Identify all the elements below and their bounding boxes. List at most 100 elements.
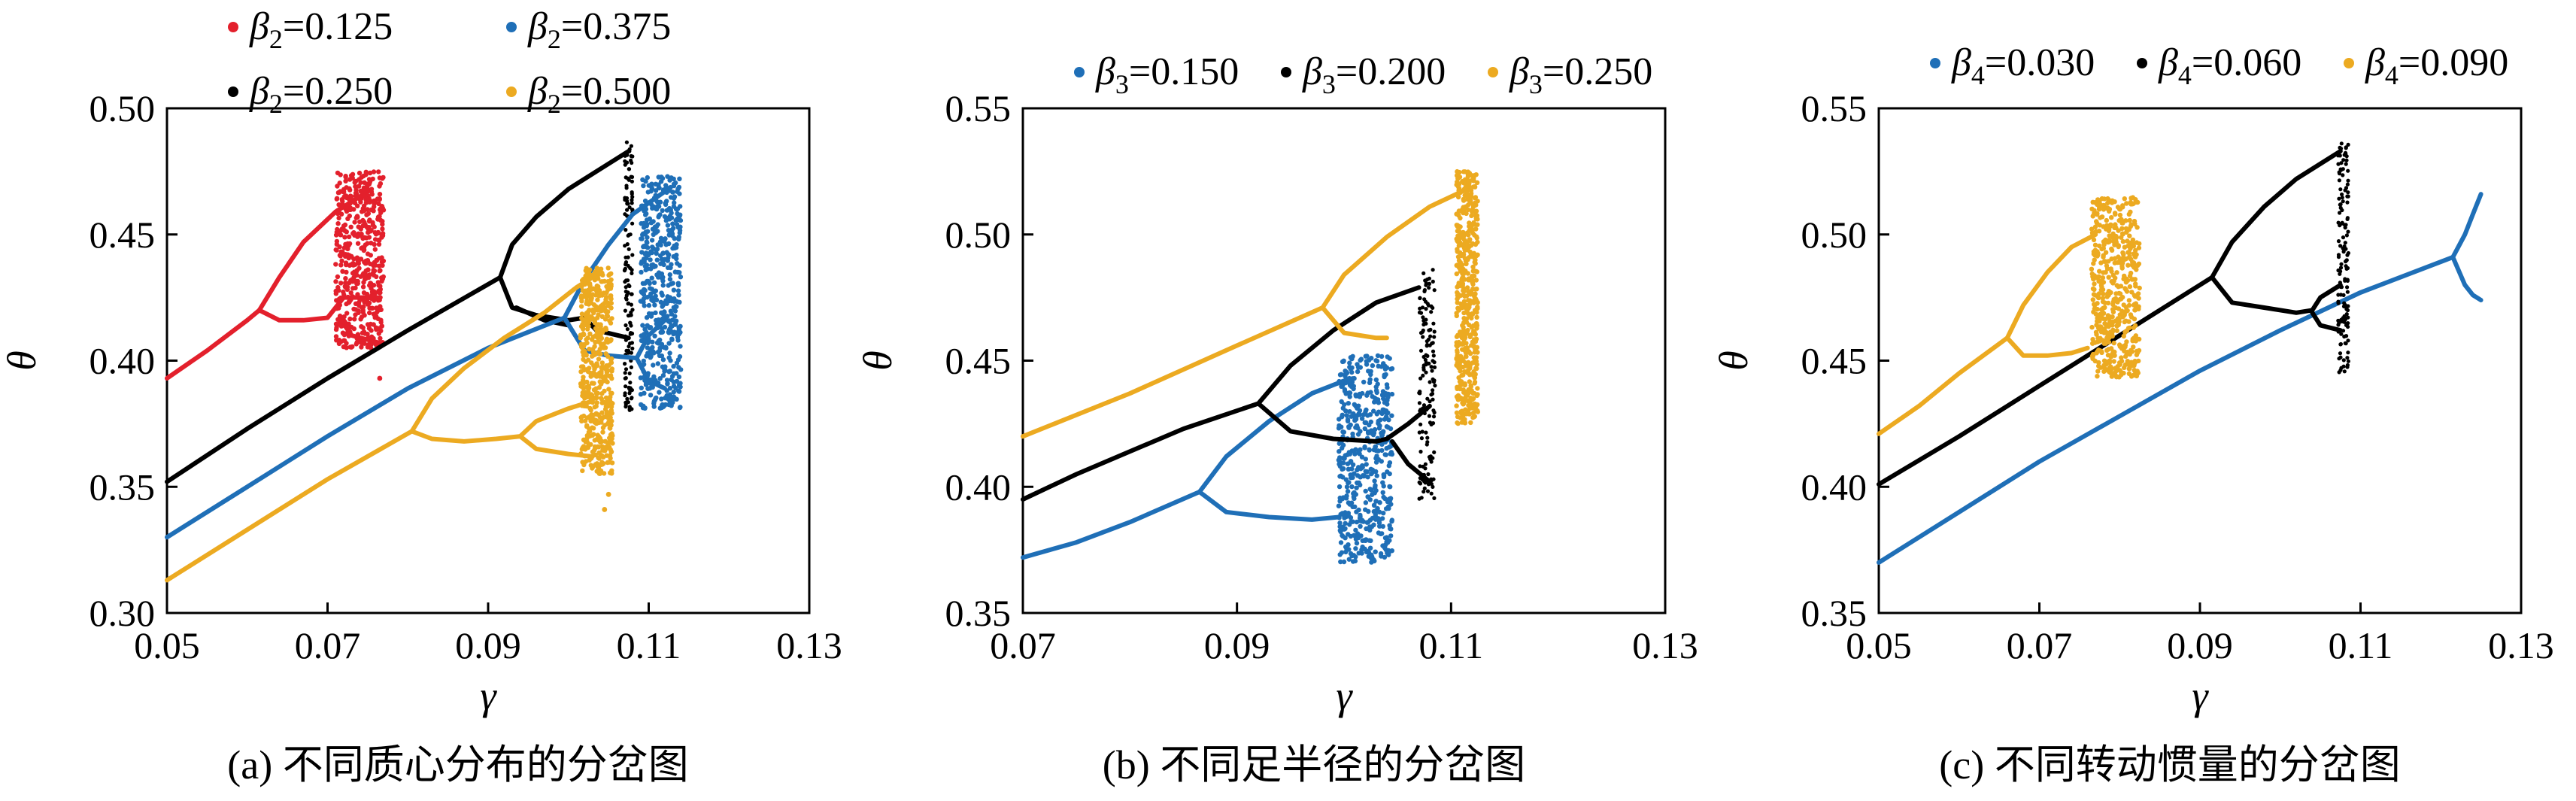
chaos-point (2134, 263, 2139, 269)
chaos-point (660, 404, 666, 409)
chaos-point (1340, 359, 1346, 365)
chaos-point (675, 338, 681, 343)
chaos-point (355, 332, 361, 337)
chaos-point (1473, 208, 1479, 214)
chaos-point (2118, 284, 2124, 289)
chaos-point (1424, 321, 1428, 326)
chaos-point (643, 229, 648, 235)
chaos-point (1427, 281, 1431, 286)
chaos-point (667, 386, 673, 391)
chaos-point (1418, 391, 1422, 396)
chaos-point (1337, 552, 1343, 557)
chaos-point (608, 447, 613, 452)
chaotic-region (638, 174, 684, 411)
chaos-point (2338, 168, 2344, 172)
chaos-point (349, 253, 354, 259)
chaos-point (1347, 409, 1352, 414)
chaos-point (648, 183, 653, 188)
chaos-point (376, 201, 381, 207)
chaos-point (1369, 556, 1374, 561)
data-point (602, 507, 608, 512)
chaos-point (1429, 481, 1434, 487)
chaos-point (337, 244, 342, 250)
chaos-point (1459, 408, 1465, 414)
chaos-point (660, 329, 666, 335)
chaos-point (368, 229, 373, 234)
chaos-point (358, 188, 364, 193)
chaos-point (2344, 247, 2348, 251)
chaos-point (1344, 413, 1349, 418)
chaos-point (1349, 384, 1355, 389)
chaos-point (345, 246, 350, 252)
series-β3=0.150 (1021, 353, 1395, 565)
chaos-point (1343, 520, 1348, 526)
chaos-point (2117, 212, 2123, 218)
chaos-point (664, 378, 670, 383)
chaos-point (1425, 442, 1429, 447)
x-tick-label: 0.13 (1632, 624, 1698, 666)
chaos-point (627, 405, 632, 409)
chaos-point (1385, 410, 1391, 415)
chaos-point (2344, 145, 2348, 150)
chaos-point (601, 345, 607, 350)
chaos-point (589, 360, 594, 366)
chaos-point (1348, 366, 1353, 372)
chaos-point (587, 275, 593, 281)
chaos-point (627, 177, 631, 182)
chaos-point (2337, 178, 2341, 183)
chaos-point (628, 232, 633, 237)
chaos-point (1428, 334, 1433, 338)
chaos-point (1425, 396, 1430, 401)
chaos-point (599, 360, 605, 366)
chaos-point (1349, 356, 1355, 362)
chaos-point (1461, 372, 1466, 378)
chaos-point (630, 308, 635, 312)
chaos-point (660, 208, 665, 214)
chaos-point (2105, 291, 2110, 296)
chaos-point (675, 189, 680, 194)
chaos-point (1431, 268, 1435, 272)
chaos-point (1370, 515, 1376, 521)
chaos-point (2345, 308, 2350, 313)
chaos-point (2340, 221, 2344, 226)
chaos-point (1430, 369, 1434, 373)
legend-marker (506, 22, 517, 32)
chaos-point (1466, 276, 1471, 281)
chaos-point (2101, 242, 2107, 247)
chaos-point (623, 196, 627, 200)
chaos-point (602, 444, 608, 450)
chaos-point (1461, 336, 1467, 341)
chaos-point (336, 202, 341, 208)
chaos-point (630, 195, 635, 199)
chaos-point (578, 369, 584, 375)
chaos-point (663, 186, 669, 191)
chaos-point (1358, 357, 1363, 363)
chaos-point (1430, 341, 1434, 346)
chaos-point (1466, 178, 1472, 184)
chaos-point (338, 211, 344, 217)
chaos-point (1349, 553, 1355, 559)
chaos-point (365, 251, 371, 256)
chaos-point (1347, 451, 1353, 457)
chaos-point (371, 289, 376, 294)
chaos-point (1473, 195, 1479, 200)
chaos-point (2096, 278, 2101, 284)
chaos-point (596, 465, 602, 471)
chaos-point (653, 230, 659, 235)
chaos-point (624, 228, 628, 232)
chaos-point (2120, 250, 2125, 256)
chaos-point (590, 393, 595, 398)
chaos-point (2095, 369, 2101, 374)
chaos-point (645, 190, 651, 195)
chaos-point (2338, 145, 2342, 150)
chaos-point (1432, 496, 1437, 501)
chaos-point (672, 308, 678, 314)
chaos-point (1427, 286, 1431, 290)
chaos-point (2105, 206, 2110, 211)
chaos-point (606, 363, 611, 368)
chaos-point (655, 361, 660, 366)
chaos-point (639, 269, 644, 275)
chaos-point (1376, 426, 1382, 431)
chaos-point (1474, 269, 1479, 275)
chaos-point (334, 238, 340, 244)
